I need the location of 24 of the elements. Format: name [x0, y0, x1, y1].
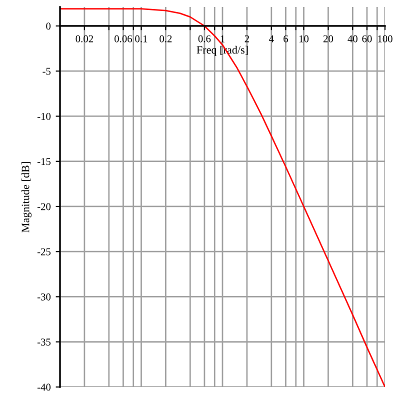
x-tick-label: 0.2 — [160, 35, 172, 42]
y-tick-label: -25 — [37, 248, 51, 256]
y-axis-title: Magnitude [dB] — [21, 162, 32, 232]
y-tick-label: -15 — [37, 158, 51, 166]
x-tick-label: 40 — [348, 35, 358, 42]
x-tick-label: 0.1 — [135, 35, 148, 42]
x-tick-label: 60 — [362, 35, 372, 42]
x-tick-label: 20 — [323, 35, 334, 42]
x-tick-label: 6 — [284, 35, 288, 42]
y-tick-label: -5 — [42, 68, 51, 75]
x-tick-label: 100 — [378, 35, 392, 42]
x-tick-label: 4 — [269, 35, 274, 42]
x-tick-label: 2 — [244, 35, 249, 42]
y-tick-label: -30 — [37, 293, 51, 300]
y-tick-label: -35 — [37, 338, 51, 346]
x-tick-label: 0.02 — [76, 35, 93, 42]
x-tick-label: 0.6 — [198, 35, 211, 42]
y-tick-label: -10 — [37, 112, 51, 120]
x-tick-label: 1 — [220, 35, 224, 42]
y-tick-label: -40 — [37, 384, 51, 391]
y-tick-label: 0 — [46, 22, 51, 30]
x-tick-label: 0.06 — [114, 35, 132, 42]
y-tick-label: -20 — [37, 203, 51, 210]
x-tick-label: 10 — [299, 35, 309, 42]
